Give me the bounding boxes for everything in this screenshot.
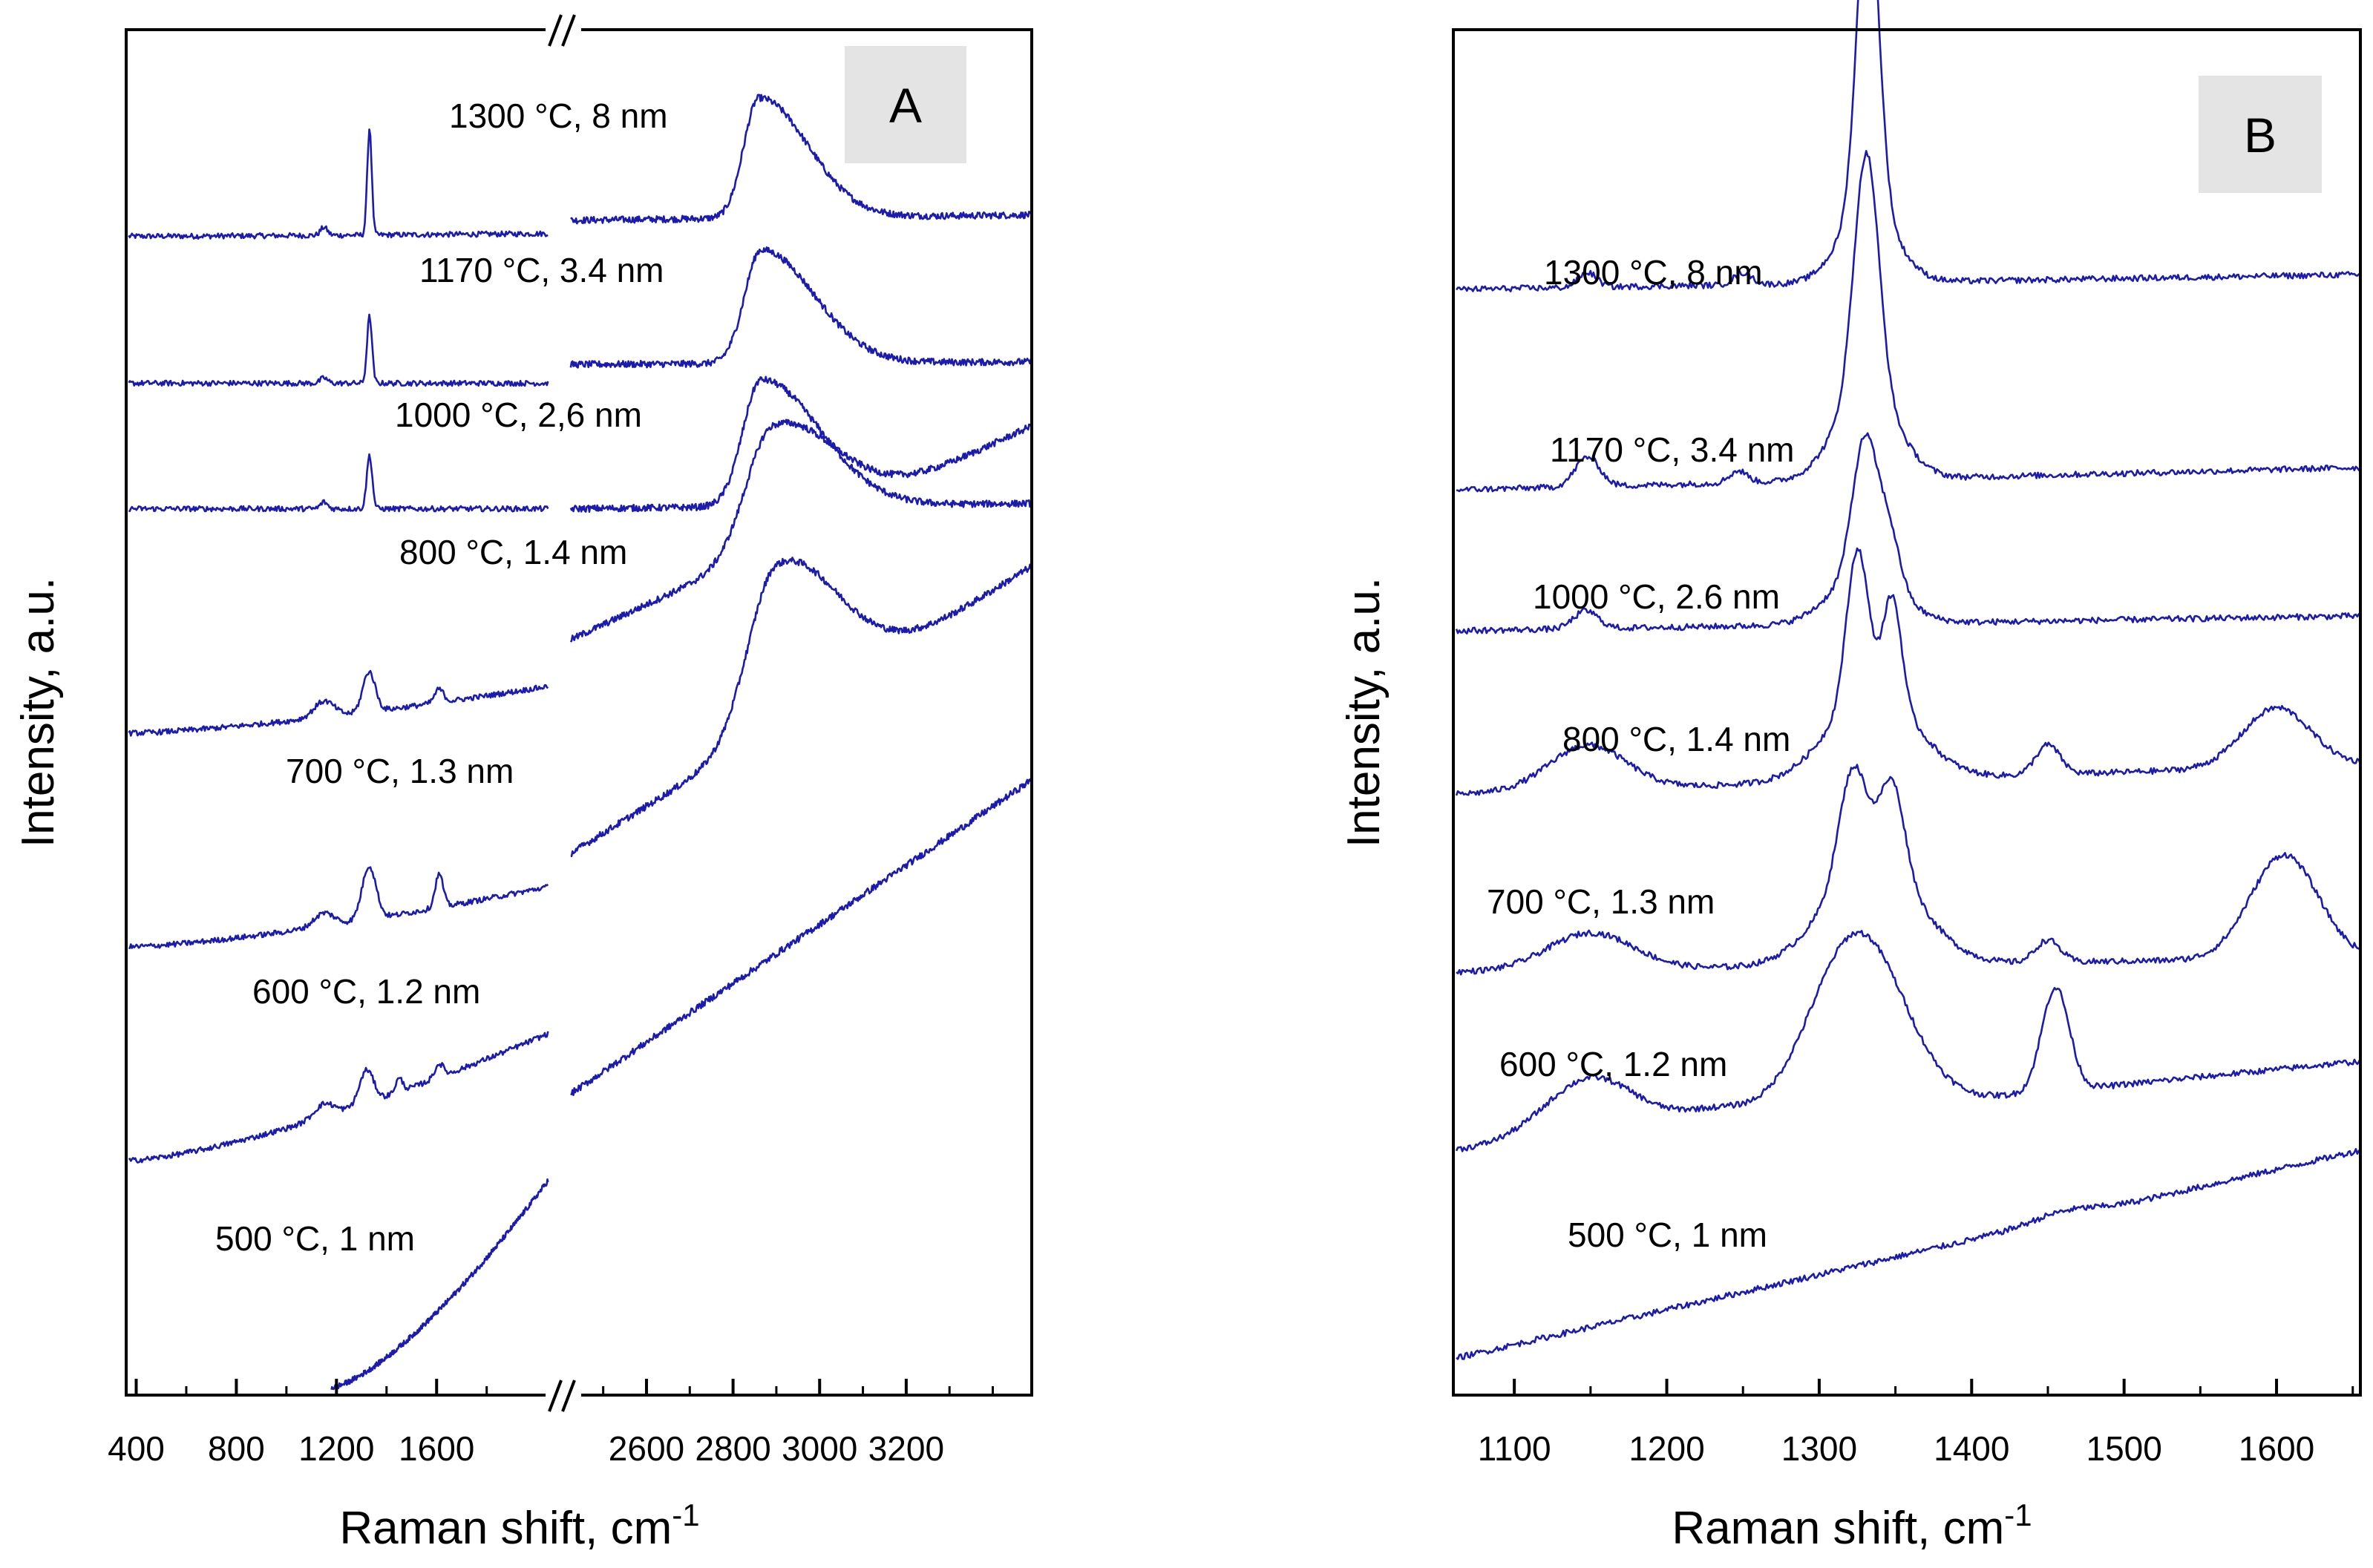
panel-b: 1300 °C, 8 nm 1170 °C, 3.4 nm 1000 °C, 2.6… bbox=[1338, 0, 2362, 1554]
panel-a-series-right-5 bbox=[570, 778, 1032, 1096]
panel-a-x-tick-label: 2800 bbox=[695, 1429, 770, 1468]
panel-b-x-tick-label: 1600 bbox=[2239, 1429, 2314, 1468]
panel-a-x-axis-label-text: Raman shift, cm bbox=[339, 1503, 672, 1554]
panel-b-x-tick-label: 1100 bbox=[1478, 1429, 1551, 1468]
panel-b-plot-frame bbox=[1452, 28, 2362, 1397]
panel-a-series-label: 1300 °C, 8 nm bbox=[449, 96, 668, 135]
panel-a-series-label: 800 °C, 1.4 nm bbox=[399, 533, 627, 571]
panel-a-axis-break bbox=[546, 14, 581, 1412]
panel-a-y-axis-label: Intensity, a.u. bbox=[13, 577, 64, 847]
panel-a-x-tick-label: 1200 bbox=[298, 1429, 374, 1468]
panel-a-series-left-2 bbox=[128, 453, 549, 513]
panel-a-series-right-2 bbox=[569, 375, 1033, 514]
panel-b-series-label: 700 °C, 1.3 nm bbox=[1487, 882, 1715, 921]
panel-a-x-tick-label: 2600 bbox=[609, 1429, 684, 1468]
panel-a-series-label: 600 °C, 1.2 nm bbox=[252, 972, 480, 1011]
panel-b-series-label: 1300 °C, 8 nm bbox=[1544, 253, 1763, 292]
panel-a-x-tick-label: 400 bbox=[108, 1429, 165, 1468]
panel-a-series-label: 700 °C, 1.3 nm bbox=[286, 752, 514, 790]
panel-b-y-axis-label: Intensity, a.u. bbox=[1338, 577, 1390, 847]
panel-a-x-axis-label: Raman shift, cm-1 bbox=[339, 1498, 699, 1554]
panel-b-series-label: 500 °C, 1 nm bbox=[1568, 1216, 1767, 1254]
panel-b-x-axis-label-sup: -1 bbox=[2004, 1498, 2032, 1532]
panel-a-label: A bbox=[889, 78, 922, 133]
panel-a-x-tick-label: 3000 bbox=[782, 1429, 857, 1468]
panel-a-series-label: 1000 °C, 2,6 nm bbox=[395, 396, 642, 434]
panel-b-label: B bbox=[2244, 108, 2277, 163]
panel-a-series-right-0 bbox=[570, 94, 1032, 225]
panel-a-series-right-1 bbox=[569, 246, 1032, 369]
panel-a-series-right-3 bbox=[569, 419, 1033, 643]
panel-b-series-label: 600 °C, 1.2 nm bbox=[1499, 1045, 1727, 1083]
panel-a: 1300 °C, 8 nm 1170 °C, 3.4 nm 1000 °C, 2,6… bbox=[13, 14, 1033, 1554]
panel-a-series-label: 500 °C, 1 nm bbox=[215, 1219, 415, 1258]
panel-b-series-label: 1000 °C, 2.6 nm bbox=[1533, 577, 1780, 616]
panel-b-series-4 bbox=[1456, 764, 2362, 976]
panel-a-label-box bbox=[845, 46, 966, 163]
panel-b-series-label: 1170 °C, 3.4 nm bbox=[1550, 430, 1795, 469]
panel-b-series-2 bbox=[1455, 432, 2361, 634]
panel-a-x-tick-label: 3200 bbox=[868, 1429, 944, 1468]
panel-a-series-right-4 bbox=[570, 557, 1033, 858]
panel-a-series-left-6 bbox=[330, 1178, 549, 1391]
panel-a-x-axis-label-sup: -1 bbox=[672, 1498, 699, 1532]
panel-a-x-tick-label: 800 bbox=[208, 1429, 265, 1468]
panel-b-x-axis-label-text: Raman shift, cm bbox=[1672, 1503, 2004, 1554]
panel-a-x-tick-label: 1600 bbox=[399, 1429, 474, 1468]
panel-b-ticks: 1100 1200 1300 1400 1500 1600 bbox=[1478, 1379, 2354, 1468]
panel-a-series-left-1 bbox=[128, 313, 549, 387]
panel-b-series-1 bbox=[1456, 150, 2362, 493]
panel-a-series-left-4 bbox=[128, 866, 549, 949]
panel-a-ticks: 400 800 1200 1600 2600 2800 3000 3200 bbox=[108, 1379, 995, 1468]
panel-a-series-left-5 bbox=[128, 1031, 549, 1164]
panel-a-series-label: 1170 °C, 3.4 nm bbox=[419, 251, 664, 289]
panel-b-label-box bbox=[2199, 76, 2322, 193]
panel-b-x-tick-label: 1300 bbox=[1781, 1429, 1857, 1468]
panel-b-series-0 bbox=[1456, 0, 2361, 292]
panel-b-series-5 bbox=[1455, 930, 2362, 1152]
panel-b-x-tick-label: 1400 bbox=[1934, 1429, 2009, 1468]
panel-b-x-axis-label: Raman shift, cm-1 bbox=[1672, 1498, 2032, 1554]
panel-b-series-6 bbox=[1456, 1148, 2361, 1360]
panel-a-series: 1300 °C, 8 nm 1170 °C, 3.4 nm 1000 °C, 2,6… bbox=[128, 94, 1033, 1391]
panel-b-x-tick-label: 1500 bbox=[2086, 1429, 2161, 1468]
panel-b-series-3 bbox=[1455, 547, 2362, 796]
panel-a-series-left-3 bbox=[128, 669, 549, 737]
panel-b-series-label: 800 °C, 1.4 nm bbox=[1562, 720, 1790, 758]
panel-a-series-left-0 bbox=[128, 128, 549, 240]
panel-b-x-tick-label: 1200 bbox=[1629, 1429, 1704, 1468]
panel-b-series: 1300 °C, 8 nm 1170 °C, 3.4 nm 1000 °C, 2.6… bbox=[1455, 0, 2362, 1360]
